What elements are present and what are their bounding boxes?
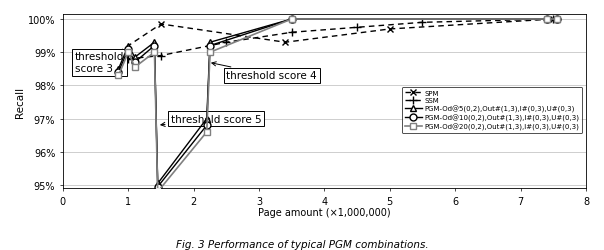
PGM-Od@5(0,2),Out#(1,3),I#(0,3),U#(0,3)	[543, 18, 550, 22]
PGM-Od@10(0,2),Out#(1,3),I#(0,3),U#(0,3)	[207, 45, 214, 48]
SPM	[158, 23, 165, 26]
PGM-Od@10(0,2),Out#(1,3),I#(0,3),U#(0,3)	[151, 45, 158, 48]
PGM-Od@20(0,2),Out#(1,3),I#(0,3),U#(0,3)	[288, 18, 295, 22]
PGM-Od@10(0,2),Out#(1,3),I#(0,3),U#(0,3)	[203, 124, 210, 127]
PGM-Od@10(0,2),Out#(1,3),I#(0,3),U#(0,3)	[543, 18, 550, 22]
PGM-Od@5(0,2),Out#(1,3),I#(0,3),U#(0,3)	[207, 42, 214, 44]
PGM-Od@5(0,2),Out#(1,3),I#(0,3),U#(0,3)	[154, 182, 161, 185]
SSM	[550, 18, 557, 22]
SSM	[158, 55, 165, 58]
PGM-Od@10(0,2),Out#(1,3),I#(0,3),U#(0,3)	[115, 71, 122, 74]
PGM-Od@20(0,2),Out#(1,3),I#(0,3),U#(0,3)	[203, 131, 210, 134]
PGM-Od@10(0,2),Out#(1,3),I#(0,3),U#(0,3)	[154, 186, 161, 188]
Line: PGM-Od@5(0,2),Out#(1,3),I#(0,3),U#(0,3): PGM-Od@5(0,2),Out#(1,3),I#(0,3),U#(0,3)	[115, 16, 560, 187]
PGM-Od@10(0,2),Out#(1,3),I#(0,3),U#(0,3)	[124, 48, 132, 51]
SPM	[550, 18, 557, 22]
SPM	[115, 52, 122, 54]
PGM-Od@20(0,2),Out#(1,3),I#(0,3),U#(0,3)	[553, 18, 560, 22]
PGM-Od@5(0,2),Out#(1,3),I#(0,3),U#(0,3)	[124, 45, 132, 48]
PGM-Od@5(0,2),Out#(1,3),I#(0,3),U#(0,3)	[203, 118, 210, 121]
PGM-Od@5(0,2),Out#(1,3),I#(0,3),U#(0,3)	[115, 68, 122, 71]
Line: SPM: SPM	[115, 16, 557, 56]
SSM	[223, 42, 230, 44]
PGM-Od@5(0,2),Out#(1,3),I#(0,3),U#(0,3)	[288, 18, 295, 22]
SSM	[288, 32, 295, 35]
SPM	[281, 42, 289, 44]
Text: threshold score 5: threshold score 5	[161, 114, 262, 127]
PGM-Od@20(0,2),Out#(1,3),I#(0,3),U#(0,3)	[124, 52, 132, 54]
SSM	[419, 22, 426, 25]
SSM	[353, 27, 361, 30]
Text: threshold
score 3: threshold score 3	[75, 52, 124, 74]
Line: SSM: SSM	[124, 16, 557, 64]
PGM-Od@20(0,2),Out#(1,3),I#(0,3),U#(0,3)	[543, 18, 550, 22]
PGM-Od@10(0,2),Out#(1,3),I#(0,3),U#(0,3)	[288, 18, 295, 22]
Y-axis label: Recall: Recall	[15, 86, 25, 117]
PGM-Od@20(0,2),Out#(1,3),I#(0,3),U#(0,3)	[131, 66, 138, 70]
Text: Fig. 3 Performance of typical PGM combinations.: Fig. 3 Performance of typical PGM combin…	[176, 240, 428, 250]
PGM-Od@10(0,2),Out#(1,3),I#(0,3),U#(0,3)	[131, 62, 138, 64]
Text: threshold score 4: threshold score 4	[212, 62, 317, 81]
X-axis label: Page amount (×1,000,000): Page amount (×1,000,000)	[258, 208, 391, 218]
SPM	[386, 28, 393, 31]
PGM-Od@5(0,2),Out#(1,3),I#(0,3),U#(0,3)	[553, 18, 560, 22]
PGM-Od@5(0,2),Out#(1,3),I#(0,3),U#(0,3)	[151, 42, 158, 44]
Line: PGM-Od@20(0,2),Out#(1,3),I#(0,3),U#(0,3): PGM-Od@20(0,2),Out#(1,3),I#(0,3),U#(0,3)	[115, 16, 560, 196]
PGM-Od@10(0,2),Out#(1,3),I#(0,3),U#(0,3)	[553, 18, 560, 22]
PGM-Od@20(0,2),Out#(1,3),I#(0,3),U#(0,3)	[151, 52, 158, 54]
PGM-Od@5(0,2),Out#(1,3),I#(0,3),U#(0,3)	[131, 56, 138, 59]
SSM	[124, 58, 132, 61]
Legend: SPM, SSM, PGM-Od@5(0,2),Out#(1,3),I#(0,3),U#(0,3), PGM-Od@10(0,2),Out#(1,3),I#(0: SPM, SSM, PGM-Od@5(0,2),Out#(1,3),I#(0,3…	[402, 88, 582, 134]
PGM-Od@20(0,2),Out#(1,3),I#(0,3),U#(0,3)	[115, 75, 122, 78]
PGM-Od@20(0,2),Out#(1,3),I#(0,3),U#(0,3)	[207, 52, 214, 54]
Line: PGM-Od@10(0,2),Out#(1,3),I#(0,3),U#(0,3): PGM-Od@10(0,2),Out#(1,3),I#(0,3),U#(0,3)	[115, 16, 560, 190]
PGM-Od@20(0,2),Out#(1,3),I#(0,3),U#(0,3)	[154, 190, 161, 194]
